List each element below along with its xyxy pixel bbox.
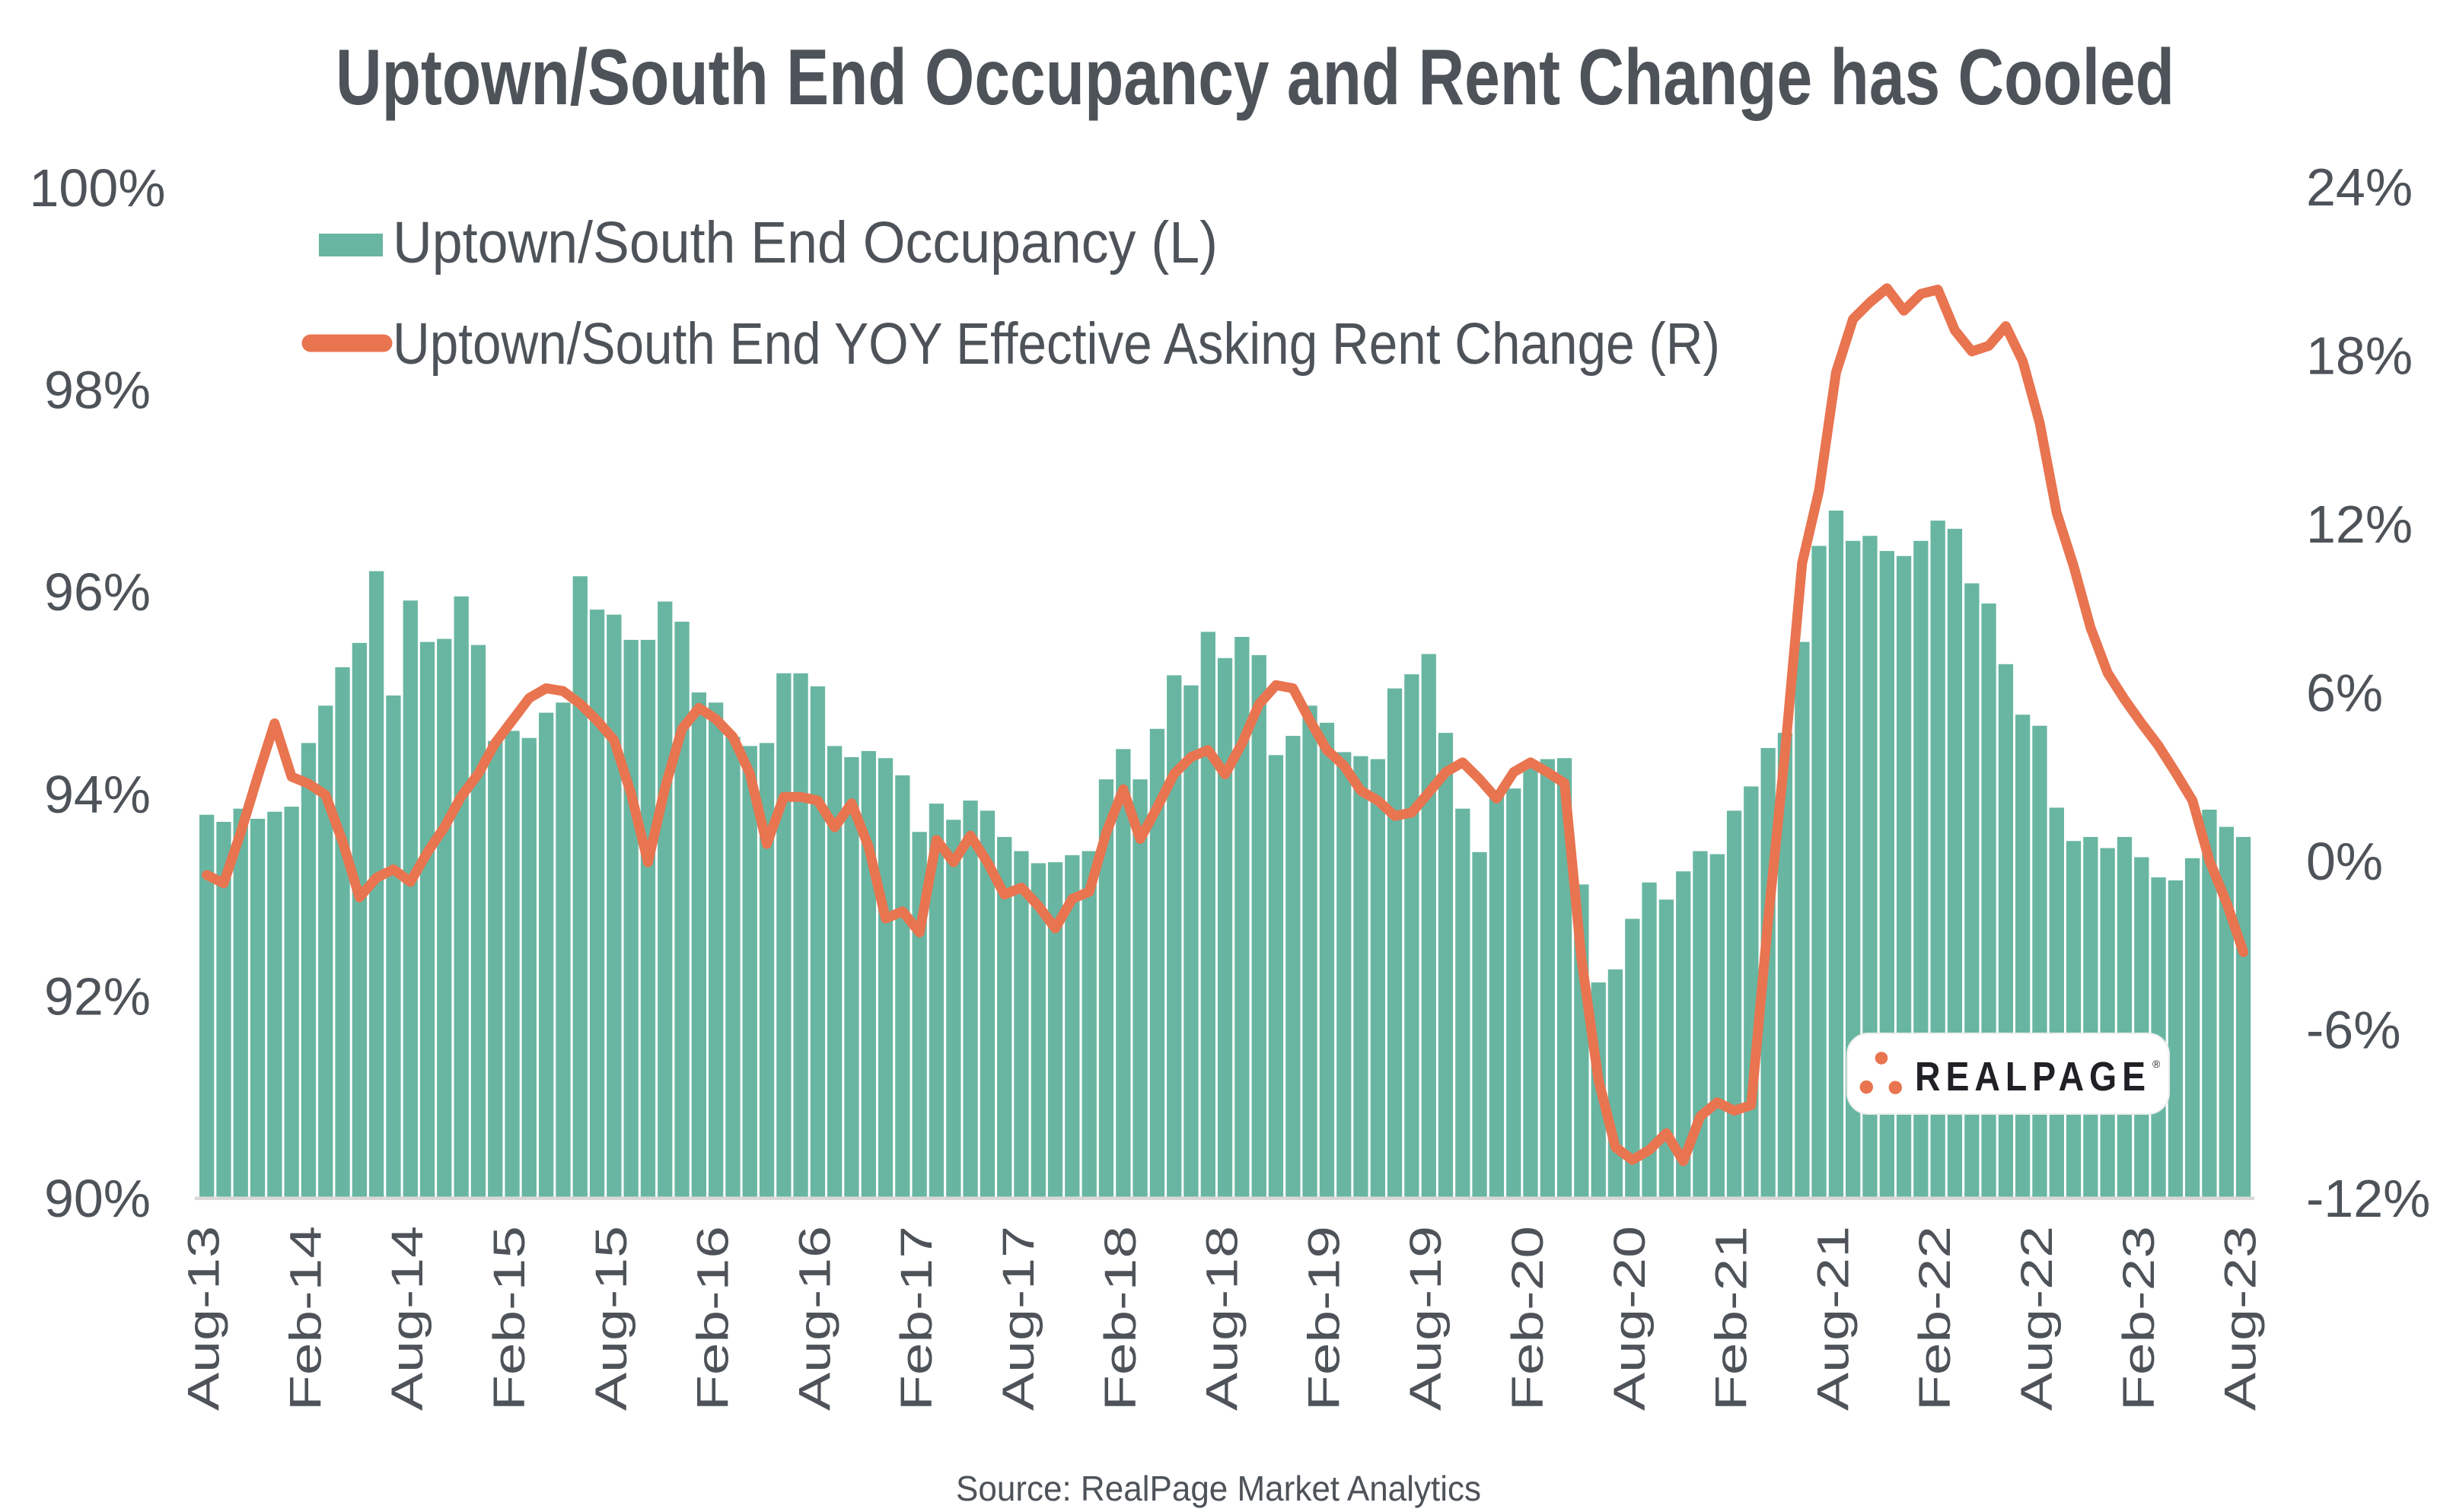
svg-text:-12%: -12%	[2306, 1169, 2430, 1228]
svg-text:Feb-17: Feb-17	[892, 1226, 941, 1411]
svg-text:92%: 92%	[44, 966, 151, 1026]
svg-text:Feb-18: Feb-18	[1096, 1226, 1145, 1411]
svg-text:Aug-23: Aug-23	[2216, 1226, 2266, 1411]
svg-text:Uptown/South End Occupancy and: Uptown/South End Occupancy and Rent Chan…	[336, 33, 2174, 122]
svg-text:-6%: -6%	[2306, 1001, 2400, 1060]
svg-text:Uptown/South End Occupancy (L): Uptown/South End Occupancy (L)	[393, 210, 1218, 275]
svg-text:Aug-15: Aug-15	[587, 1226, 636, 1411]
svg-text:Feb-19: Feb-19	[1299, 1226, 1349, 1411]
svg-text:98%: 98%	[44, 361, 151, 420]
svg-text:96%: 96%	[44, 562, 151, 622]
svg-text:Aug-20: Aug-20	[1605, 1226, 1655, 1411]
svg-text:Feb-16: Feb-16	[689, 1226, 738, 1411]
svg-text:Aug-16: Aug-16	[790, 1226, 839, 1411]
svg-text:®: ®	[2152, 1058, 2161, 1070]
svg-text:Aug-18: Aug-18	[1198, 1226, 1247, 1411]
svg-text:18%: 18%	[2306, 326, 2413, 386]
svg-text:Uptown/South End YOY Effective: Uptown/South End YOY Effective Asking Re…	[393, 311, 1720, 377]
svg-text:REALPAGE: REALPAGE	[1915, 1054, 2151, 1100]
svg-text:6%: 6%	[2306, 664, 2383, 723]
svg-text:Aug-14: Aug-14	[383, 1226, 432, 1411]
svg-text:Aug-21: Aug-21	[1808, 1226, 1858, 1411]
svg-text:Aug-22: Aug-22	[2012, 1226, 2062, 1411]
svg-text:94%: 94%	[44, 765, 151, 824]
svg-text:0%: 0%	[2306, 832, 2383, 891]
svg-text:Feb-21: Feb-21	[1707, 1226, 1757, 1411]
svg-text:12%: 12%	[2306, 495, 2413, 554]
svg-text:90%: 90%	[44, 1169, 151, 1228]
svg-text:100%: 100%	[29, 158, 165, 218]
svg-text:Feb-22: Feb-22	[1910, 1226, 1960, 1411]
svg-text:Aug-13: Aug-13	[180, 1226, 229, 1411]
svg-text:Feb-15: Feb-15	[485, 1226, 534, 1411]
svg-text:Aug-19: Aug-19	[1401, 1226, 1451, 1411]
svg-text:Aug-17: Aug-17	[994, 1226, 1043, 1411]
svg-text:Feb-23: Feb-23	[2114, 1226, 2164, 1411]
svg-text:24%: 24%	[2306, 158, 2413, 217]
svg-text:Source: RealPage Market Analyt: Source: RealPage Market Analytics	[956, 1469, 1481, 1508]
svg-text:Feb-20: Feb-20	[1503, 1226, 1553, 1411]
svg-text:Feb-14: Feb-14	[281, 1226, 330, 1411]
